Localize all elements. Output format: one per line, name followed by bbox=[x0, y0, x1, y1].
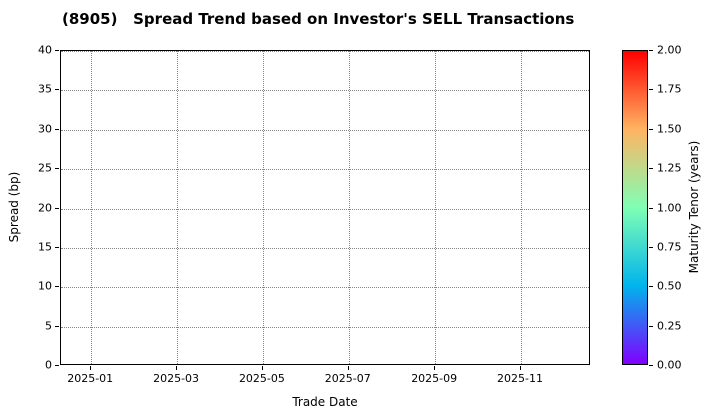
colorbar-tick-label: 0.50 bbox=[657, 279, 682, 293]
gridline-vertical bbox=[521, 51, 523, 364]
colorbar-tick-mark bbox=[649, 128, 653, 130]
x-tick-label: 2025-01 bbox=[67, 372, 114, 385]
y-tick-label: 5 bbox=[45, 319, 52, 333]
x-tick-mark bbox=[347, 366, 349, 370]
colorbar-tick-mark bbox=[649, 50, 653, 51]
gridline-horizontal bbox=[61, 287, 589, 289]
y-tick-label: 0 bbox=[45, 358, 52, 372]
y-tick-label: 35 bbox=[38, 82, 52, 96]
colorbar-tick-mark bbox=[649, 246, 653, 248]
gridline-horizontal bbox=[61, 169, 589, 171]
gridline-vertical bbox=[435, 51, 437, 364]
colorbar-tick-label: 0.75 bbox=[657, 240, 682, 254]
y-tick-mark bbox=[55, 365, 59, 366]
plot-area bbox=[60, 50, 590, 365]
x-axis-label: Trade Date bbox=[292, 395, 358, 409]
colorbar-tick-mark bbox=[649, 168, 653, 170]
colorbar-tick-mark bbox=[649, 286, 653, 288]
colorbar-tick-label: 0.25 bbox=[657, 319, 682, 333]
colorbar-tick-label: 1.50 bbox=[657, 122, 682, 136]
y-tick-mark bbox=[55, 128, 59, 130]
colorbar bbox=[622, 50, 648, 365]
gridline-horizontal bbox=[61, 208, 589, 210]
x-tick-mark bbox=[520, 366, 522, 370]
y-tick-label: 30 bbox=[38, 122, 52, 136]
x-tick-label: 2025-07 bbox=[324, 372, 371, 385]
x-tick-label: 2025-03 bbox=[153, 372, 200, 385]
y-tick-mark bbox=[55, 89, 59, 91]
y-tick-label: 10 bbox=[38, 279, 52, 293]
gridline-horizontal bbox=[61, 129, 589, 131]
colorbar-tick-mark bbox=[649, 325, 653, 327]
x-tick-label: 2025-11 bbox=[497, 372, 544, 385]
gridline-horizontal bbox=[61, 51, 589, 52]
gridline-horizontal bbox=[61, 247, 589, 249]
colorbar-tick-mark bbox=[649, 207, 653, 209]
chart-title: (8905) Spread Trend based on Investor's … bbox=[62, 10, 575, 28]
colorbar-tick-mark bbox=[649, 89, 653, 91]
y-tick-mark bbox=[55, 286, 59, 288]
x-tick-label: 2025-09 bbox=[411, 372, 458, 385]
gridline-vertical bbox=[91, 51, 93, 364]
x-tick-mark bbox=[90, 366, 92, 370]
colorbar-tick-label: 1.75 bbox=[657, 82, 682, 96]
colorbar-tick-label: 0.00 bbox=[657, 358, 682, 372]
gridline-horizontal bbox=[61, 90, 589, 92]
y-tick-label: 15 bbox=[38, 240, 52, 254]
y-tick-mark bbox=[55, 246, 59, 248]
y-tick-mark bbox=[55, 207, 59, 209]
gridline-vertical bbox=[262, 51, 264, 364]
x-tick-label: 2025-05 bbox=[238, 372, 285, 385]
y-tick-mark bbox=[55, 325, 59, 327]
colorbar-tick-mark bbox=[649, 365, 653, 366]
y-tick-label: 40 bbox=[38, 43, 52, 57]
y-tick-mark bbox=[55, 50, 59, 51]
gridline-horizontal bbox=[61, 326, 589, 328]
x-tick-mark bbox=[176, 366, 178, 370]
y-tick-label: 20 bbox=[38, 201, 52, 214]
colorbar-label: Maturity Tenor (years) bbox=[687, 140, 701, 274]
colorbar-tick-label: 1.00 bbox=[657, 201, 682, 214]
colorbar-tick-label: 1.25 bbox=[657, 161, 682, 175]
y-tick-label: 25 bbox=[38, 161, 52, 175]
colorbar-tick-label: 2.00 bbox=[657, 43, 682, 57]
x-tick-mark bbox=[261, 366, 263, 370]
gridline-vertical bbox=[177, 51, 179, 364]
x-tick-mark bbox=[434, 366, 436, 370]
gridline-vertical bbox=[348, 51, 350, 364]
y-tick-mark bbox=[55, 168, 59, 170]
